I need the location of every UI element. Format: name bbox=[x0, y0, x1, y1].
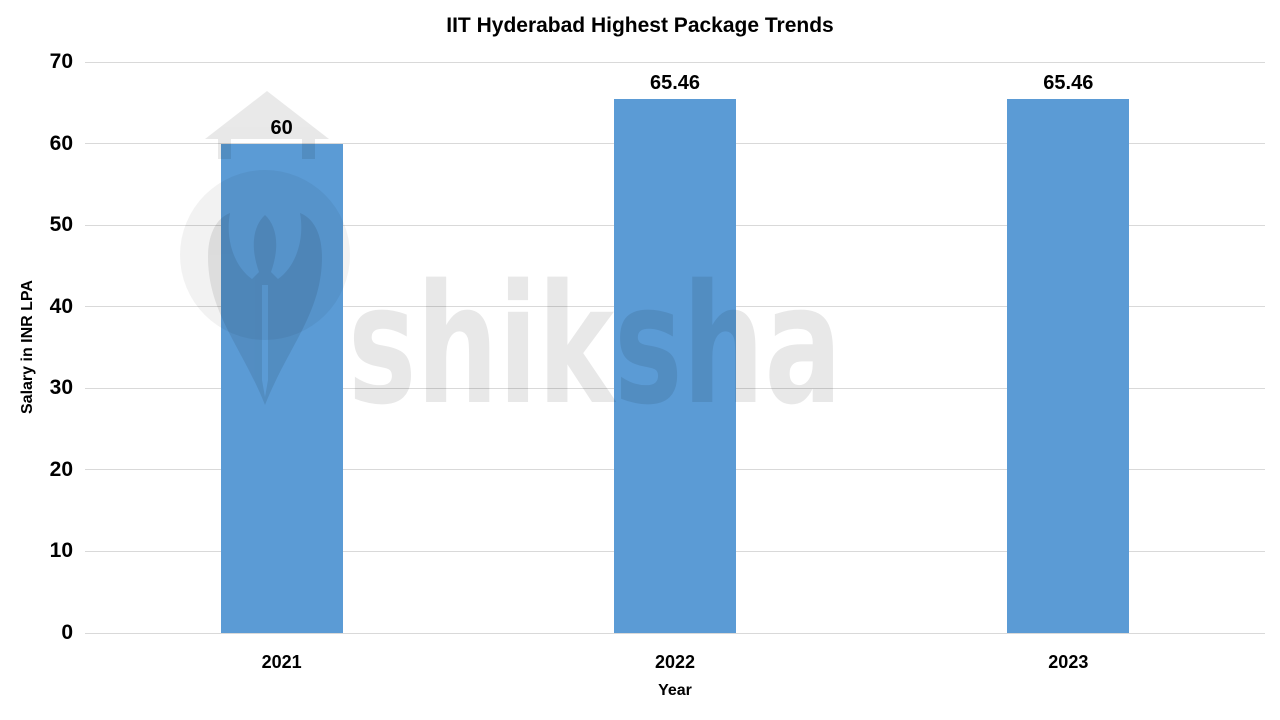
x-axis-tick-label-2022: 2022 bbox=[654, 652, 696, 672]
x-axis-tick-label-2021: 2021 bbox=[261, 652, 302, 672]
bar-2023 bbox=[1007, 99, 1130, 633]
bar-2021 bbox=[220, 143, 343, 633]
y-axis-tick-label: 50 bbox=[49, 213, 73, 237]
data-label-2022: 65.46 bbox=[649, 72, 701, 95]
y-axis-tick-label: 30 bbox=[49, 376, 73, 400]
data-label-2021: 60 bbox=[270, 116, 293, 139]
y-axis-tick-label: 20 bbox=[49, 457, 73, 481]
y-axis-tick-label: 40 bbox=[49, 294, 73, 318]
y-axis-tick-label: 60 bbox=[49, 131, 73, 155]
x-axis-tick-label-2023: 2023 bbox=[1048, 652, 1089, 672]
data-label-2023: 65.46 bbox=[1043, 72, 1094, 95]
bar-2022 bbox=[614, 99, 736, 633]
y-axis-tick-label: 0 bbox=[61, 621, 73, 644]
watermark-text: shiksha bbox=[348, 249, 842, 441]
y-axis-tick-label: 10 bbox=[49, 539, 73, 563]
y-gridline bbox=[85, 61, 1265, 63]
y-gridline bbox=[85, 632, 1265, 634]
y-axis-tick-label: 70 bbox=[49, 50, 73, 73]
chart-title: IIT Hyderabad Highest Package Trends bbox=[446, 14, 834, 37]
x-axis-title: Year bbox=[658, 682, 692, 699]
